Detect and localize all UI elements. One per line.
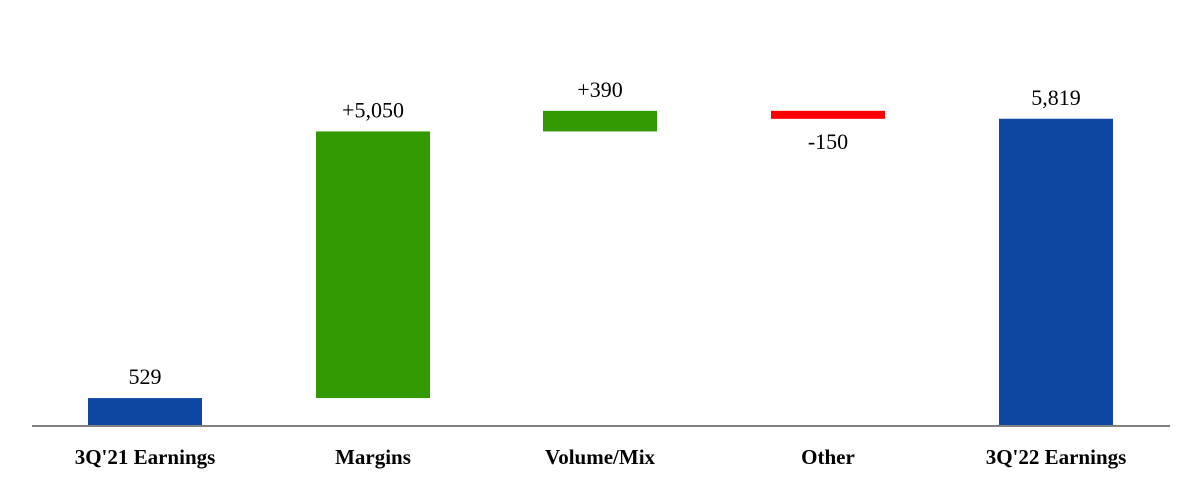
bar-volume-mix [543,110,657,132]
x-tick-label-3q-21-earnings: 3Q'21 Earnings [75,445,216,469]
data-label-margins: +5,050 [342,97,404,122]
bar-3q-21-earnings [88,398,202,426]
x-tick-label-3q-22-earnings: 3Q'22 Earnings [986,445,1127,469]
data-label-3q-22-earnings: 5,819 [1031,85,1081,110]
data-label-volume-mix: +390 [577,77,622,102]
data-label-other: -150 [808,129,848,154]
x-tick-label-margins: Margins [335,445,411,469]
bar-3q-22-earnings [999,118,1113,426]
data-label-3q-21-earnings: 529 [129,364,162,389]
x-tick-label-volume-mix: Volume/Mix [545,445,656,469]
x-tick-label-other: Other [801,445,855,469]
bar-other [771,110,885,119]
bar-margins [316,131,430,399]
